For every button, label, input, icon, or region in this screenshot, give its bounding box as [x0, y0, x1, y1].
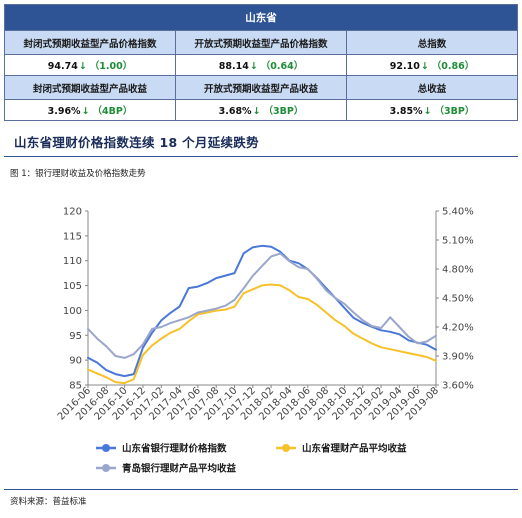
series-line-1: [87, 244, 437, 378]
total-index-value: 92.10: [389, 61, 420, 72]
series-lines: [87, 244, 437, 385]
y-left-tick-label: 90: [69, 356, 82, 367]
legend-item: 青岛银行理财产品平均收益: [96, 463, 237, 475]
down-arrow-icon: ↓: [420, 61, 429, 72]
y-left-tick-label: 105: [63, 281, 82, 292]
legend-label: 山东省银行理财价格指数: [122, 443, 227, 455]
total-index-change: （0.86）: [431, 61, 475, 72]
figure-caption: 图 1：银行理财收益及价格指数走势: [10, 169, 146, 179]
series-line-3: [87, 252, 437, 359]
source-note: 资料来源：普益标准: [10, 497, 87, 507]
y-left-tick-label: 110: [63, 256, 82, 267]
y-left-tick-label: 120: [63, 207, 82, 218]
down-arrow-icon: ↓: [78, 61, 87, 72]
chart-headline: 山东省理财价格指数连续 18 个月延续跌势: [14, 135, 259, 150]
y-right-tick-label: 5.10%: [442, 236, 474, 247]
summary-table: 山东省 封闭式预期收益型产品价格指数 开放式预期收益型产品价格指数 总指数 94…: [4, 4, 518, 121]
y-left-tick-label: 85: [69, 381, 82, 392]
closed-yield-change: （4BP）: [92, 106, 133, 117]
open-index-label: 开放式预期收益型产品价格指数: [175, 30, 347, 55]
open-index-change: （0.64）: [260, 61, 304, 72]
closed-yield-value: 3.96%: [47, 106, 81, 117]
y-left-tick-label: 95: [69, 331, 82, 342]
open-yield-value: 3.68%: [218, 106, 252, 117]
legend-item: 山东省银行理财价格指数: [96, 443, 227, 455]
region-header: 山东省: [4, 4, 518, 31]
y-right-tick-label: 3.60%: [442, 381, 474, 392]
legend-marker: [282, 444, 290, 452]
legend-label: 青岛银行理财产品平均收益: [122, 463, 237, 475]
down-arrow-icon: ↓: [81, 106, 90, 117]
closed-index-cell: 94.74↓ （1.00）: [4, 54, 176, 76]
y-right-tick-label: 5.40%: [442, 207, 474, 218]
series-line-2: [87, 283, 437, 385]
down-arrow-icon: ↓: [423, 106, 432, 117]
divider: [4, 156, 518, 157]
closed-index-value: 94.74: [47, 61, 78, 72]
down-arrow-icon: ↓: [249, 61, 258, 72]
total-yield-cell: 3.85%↓ （3BP）: [346, 99, 518, 121]
open-yield-cell: 3.68%↓ （3BP）: [175, 99, 347, 121]
y-right-tick-label: 4.80%: [442, 265, 474, 276]
legend-label: 山东省理财产品平均收益: [302, 443, 407, 455]
open-index-value: 88.14: [218, 61, 249, 72]
closed-index-change: （1.00）: [89, 61, 133, 72]
total-yield-value: 3.85%: [389, 106, 423, 117]
y-left-tick-label: 115: [63, 231, 82, 242]
y-right-tick-label: 4.50%: [442, 294, 474, 305]
open-yield-change: （3BP）: [263, 106, 304, 117]
total-index-label: 总指数: [346, 30, 518, 55]
axes: 85 90 95 100 105 110 115 120 3.60% 3.90% 4.20% 4.50…: [56, 207, 474, 423]
down-arrow-icon: ↓: [252, 106, 261, 117]
closed-yield-label: 封闭式预期收益型产品收益: [4, 75, 176, 100]
legend-item: 山东省理财产品平均收益: [276, 443, 407, 455]
y-left-tick-label: 100: [63, 306, 82, 317]
total-index-cell: 92.10↓ （0.86）: [346, 54, 518, 76]
y-right-tick-label: 3.90%: [442, 352, 474, 363]
open-yield-label: 开放式预期收益型产品收益: [175, 75, 347, 100]
closed-yield-cell: 3.96%↓ （4BP）: [4, 99, 176, 121]
y-right-tick-label: 4.20%: [442, 323, 474, 334]
open-index-cell: 88.14↓ （0.64）: [175, 54, 347, 76]
legend-marker: [102, 444, 110, 452]
line-chart: 85 90 95 100 105 110 115 120 3.60% 3.90% 4.20% 4.50…: [56, 207, 474, 475]
total-yield-change: （3BP）: [434, 106, 475, 117]
legend-marker: [102, 464, 110, 472]
closed-index-label: 封闭式预期收益型产品价格指数: [4, 30, 176, 55]
divider: [4, 489, 518, 490]
total-yield-label: 总收益: [346, 75, 518, 100]
